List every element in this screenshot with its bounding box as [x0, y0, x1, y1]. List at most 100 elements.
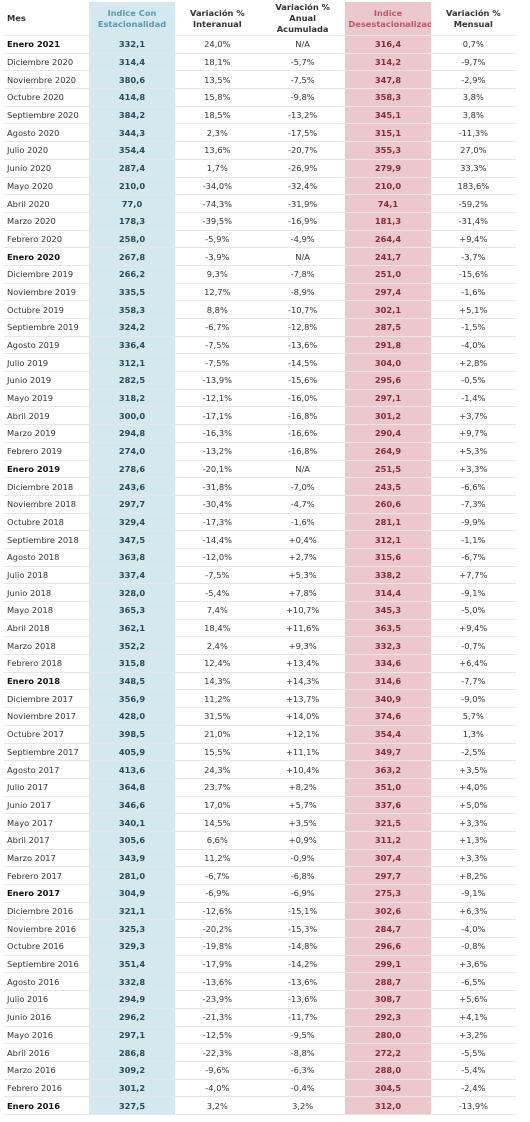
table-cell: +11,1%	[259, 743, 346, 762]
table-cell: 327,5	[89, 1096, 175, 1115]
table-cell: 15,8%	[174, 88, 260, 107]
table-row: Enero 2017 304,9 -6,9% -6,9% 275,3 -9,1%	[4, 884, 516, 903]
table-cell: 5,7%	[430, 707, 516, 726]
table-cell: -4,0%	[174, 1079, 260, 1098]
table-cell: -5,7%	[259, 53, 346, 72]
table-cell: +14,3%	[259, 672, 346, 691]
table-cell: Noviembre 2019	[4, 283, 90, 302]
table-cell: Septiembre 2016	[4, 955, 90, 974]
column-header: Indice Desestacionalizado	[345, 2, 431, 36]
table-cell: 11,2%	[174, 689, 260, 709]
table-cell: 251,5	[345, 460, 431, 479]
table-cell: 74,1	[345, 194, 431, 213]
table-cell: -12,0%	[174, 548, 260, 567]
table-cell: 314,2	[345, 53, 431, 72]
table-cell: 314,4	[89, 53, 175, 72]
table-cell: 6,6%	[174, 831, 260, 850]
table-cell: +4,0%	[430, 778, 516, 797]
table-cell: 33,3%	[430, 159, 516, 178]
table-cell: 305,6	[89, 831, 175, 850]
table-cell: -12,1%	[174, 389, 260, 408]
table-cell: +5,1%	[430, 300, 516, 319]
table-cell: -16,8%	[259, 406, 346, 426]
table-row: Mayo 2020 210,0 -34,0% -32,4% 210,0 183,6%	[4, 177, 516, 196]
table-cell: 301,2	[345, 406, 431, 426]
table-cell: 3,8%	[430, 88, 516, 107]
table-cell: -74,3%	[174, 194, 260, 213]
table-cell: Marzo 2016	[4, 1061, 90, 1080]
table-cell: -14,2%	[259, 955, 346, 974]
table-cell: -7,5%	[174, 566, 260, 585]
table-cell: 340,9	[345, 689, 431, 709]
table-cell: 347,8	[345, 70, 431, 90]
table-cell: +5,7%	[259, 796, 346, 815]
table-cell: Marzo 2017	[4, 849, 90, 868]
table-cell: 338,2	[345, 566, 431, 585]
table-cell: -31,8%	[174, 477, 260, 496]
table-cell: 304,0	[345, 353, 431, 373]
table-cell: -13,6%	[259, 972, 346, 992]
table-cell: 2,3%	[174, 123, 260, 143]
table-cell: -9,8%	[259, 88, 346, 107]
table-cell: Diciembre 2016	[4, 902, 90, 921]
table-cell: -1,4%	[430, 389, 516, 408]
table-cell: 311,2	[345, 831, 431, 850]
table-cell: 405,9	[89, 743, 175, 762]
table-cell: 279,9	[345, 159, 431, 178]
table-cell: Enero 2019	[4, 460, 90, 479]
table-cell: 428,0	[89, 707, 175, 726]
table-cell: -0,9%	[259, 849, 346, 868]
table-cell: 14,5%	[174, 813, 260, 832]
table-cell: -5,9%	[174, 230, 260, 249]
table-cell: 243,6	[89, 477, 175, 496]
table-cell: -15,3%	[259, 919, 346, 939]
table-cell: +11,6%	[259, 619, 346, 638]
table-cell: -6,3%	[259, 1061, 346, 1080]
table-cell: 315,1	[345, 123, 431, 143]
table-row: Julio 2017 364,8 23,7% +8,2% 351,0 +4,0%	[4, 778, 516, 797]
table-cell: -0,7%	[430, 636, 516, 656]
table-cell: -59,2%	[430, 194, 516, 213]
table-cell: 290,4	[345, 424, 431, 443]
table-cell: 260,6	[345, 495, 431, 514]
table-cell: 3,2%	[259, 1096, 346, 1115]
table-cell: -1,6%	[259, 513, 346, 532]
table-row: Enero 2021 332,1 24,0% N/A 316,4 0,7%	[4, 35, 516, 54]
table-cell: 349,7	[345, 743, 431, 762]
table-cell: 358,3	[89, 300, 175, 319]
table-cell: Agosto 2016	[4, 972, 90, 992]
table-cell: 14,3%	[174, 672, 260, 691]
table-cell: 284,7	[345, 919, 431, 939]
table-cell: 334,6	[345, 654, 431, 673]
table-cell: 12,4%	[174, 654, 260, 673]
table-row: Septiembre 2017 405,9 15,5% +11,1% 349,7 -2,5…	[4, 743, 516, 762]
table-cell: 324,2	[89, 318, 175, 337]
table-row: Septiembre 2018 347,5 -14,4% +0,4% 312,1 -1,1…	[4, 530, 516, 549]
table-cell: 13,6%	[174, 141, 260, 160]
table-cell: 346,6	[89, 796, 175, 815]
table-cell: 332,8	[89, 972, 175, 992]
table-cell: Diciembre 2017	[4, 689, 90, 709]
table-row: Agosto 2020 344,3 2,3% -17,5% 315,1 -11,3%	[4, 123, 516, 143]
table-cell: N/A	[259, 35, 346, 54]
table-cell: Julio 2017	[4, 778, 90, 797]
table-cell: 292,3	[345, 1008, 431, 1027]
table-cell: -31,4%	[430, 212, 516, 231]
table-cell: 266,2	[89, 265, 175, 284]
table-cell: Abril 2017	[4, 831, 90, 850]
table-row: Mayo 2017 340,1 14,5% +3,5% 321,5 +3,3%	[4, 813, 516, 832]
table-row: Octubre 2018 329,4 -17,3% -1,6% 281,1 -9,9%	[4, 513, 516, 532]
table-cell: 301,2	[89, 1079, 175, 1098]
table-cell: +3,3%	[430, 849, 516, 868]
table-row: Diciembre 2018 243,6 -31,8% -7,0% 243,5 -6,6%	[4, 477, 516, 496]
table-cell: 3,2%	[174, 1096, 260, 1115]
table-cell: -13,6%	[259, 990, 346, 1009]
table-cell: 281,0	[89, 866, 175, 885]
table-row: Agosto 2019 336,4 -7,5% -13,6% 291,8 -4,0%	[4, 336, 516, 355]
table-cell: Noviembre 2018	[4, 495, 90, 514]
table-row: Marzo 2019 294,8 -16,3% -16,6% 290,4 +9,7%	[4, 424, 516, 443]
table-cell: -2,4%	[430, 1079, 516, 1098]
table-cell: Julio 2019	[4, 353, 90, 373]
table-cell: Mayo 2017	[4, 813, 90, 832]
table-row: Noviembre 2019 335,5 12,7% -8,9% 297,4 -1,6%	[4, 283, 516, 302]
